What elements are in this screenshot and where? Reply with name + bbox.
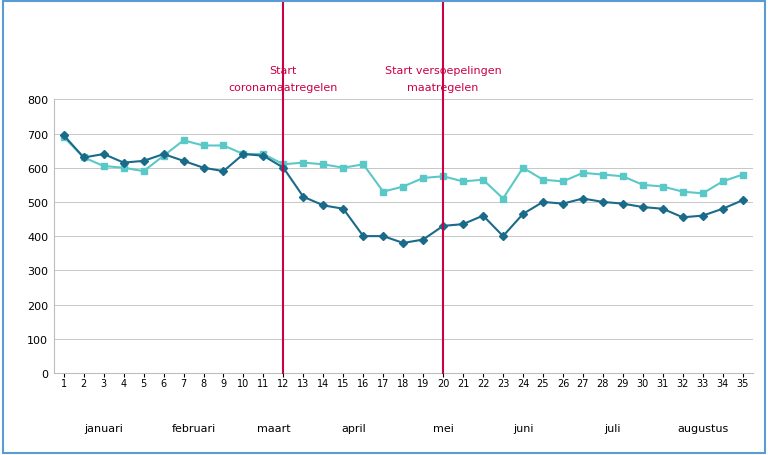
Antibiotica 2020 (per 100.000): [478, 213, 488, 219]
Antibiotica 2019 (per 100.000): [458, 179, 468, 185]
Antibiotica 2020 (per 100.000): [139, 159, 148, 164]
Antibiotica 2020 (per 100.000): [698, 213, 707, 219]
Antibiotica 2020 (per 100.000): [179, 159, 188, 164]
Antibiotica 2019 (per 100.000): [219, 143, 228, 149]
Antibiotica 2020 (per 100.000): [259, 154, 268, 159]
Text: augustus: augustus: [677, 423, 728, 433]
Line: Antibiotica 2020 (per 100.000): Antibiotica 2020 (per 100.000): [61, 133, 746, 246]
Antibiotica 2019 (per 100.000): [239, 152, 248, 157]
Antibiotica 2020 (per 100.000): [578, 196, 588, 202]
Antibiotica 2019 (per 100.000): [578, 171, 588, 176]
Text: april: april: [341, 423, 366, 433]
Antibiotica 2020 (per 100.000): [738, 198, 747, 203]
Antibiotica 2019 (per 100.000): [299, 161, 308, 166]
Antibiotica 2020 (per 100.000): [199, 166, 208, 171]
Antibiotica 2020 (per 100.000): [159, 152, 168, 157]
Antibiotica 2020 (per 100.000): [439, 224, 448, 229]
Antibiotica 2020 (per 100.000): [339, 207, 348, 212]
Antibiotica 2019 (per 100.000): [518, 166, 528, 171]
Antibiotica 2020 (per 100.000): [538, 200, 548, 205]
Line: Antibiotica 2019 (per 100.000): Antibiotica 2019 (per 100.000): [61, 135, 746, 202]
Antibiotica 2019 (per 100.000): [439, 174, 448, 180]
Antibiotica 2020 (per 100.000): [319, 203, 328, 208]
Antibiotica 2020 (per 100.000): [678, 215, 687, 221]
Antibiotica 2020 (per 100.000): [119, 161, 128, 166]
Text: maatregelen: maatregelen: [408, 83, 478, 93]
Antibiotica 2020 (per 100.000): [518, 212, 528, 217]
Antibiotica 2019 (per 100.000): [339, 166, 348, 171]
Antibiotica 2019 (per 100.000): [199, 143, 208, 149]
Antibiotica 2020 (per 100.000): [359, 234, 368, 239]
Text: coronamaatregelen: coronamaatregelen: [229, 83, 338, 93]
Antibiotica 2020 (per 100.000): [458, 222, 468, 228]
Antibiotica 2019 (per 100.000): [419, 176, 428, 181]
Antibiotica 2020 (per 100.000): [239, 152, 248, 157]
Antibiotica 2020 (per 100.000): [618, 202, 627, 207]
Antibiotica 2019 (per 100.000): [498, 196, 508, 202]
Antibiotica 2019 (per 100.000): [558, 179, 568, 185]
Antibiotica 2020 (per 100.000): [598, 200, 607, 205]
Antibiotica 2019 (per 100.000): [718, 179, 727, 185]
Antibiotica 2019 (per 100.000): [598, 172, 607, 178]
Antibiotica 2019 (per 100.000): [99, 164, 108, 169]
Text: januari: januari: [84, 423, 123, 433]
Antibiotica 2020 (per 100.000): [99, 152, 108, 157]
Antibiotica 2020 (per 100.000): [379, 234, 388, 239]
Antibiotica 2019 (per 100.000): [678, 189, 687, 195]
Antibiotica 2019 (per 100.000): [399, 184, 408, 190]
Antibiotica 2019 (per 100.000): [279, 162, 288, 168]
Antibiotica 2019 (per 100.000): [618, 174, 627, 180]
Antibiotica 2020 (per 100.000): [399, 241, 408, 246]
Antibiotica 2019 (per 100.000): [159, 154, 168, 159]
Antibiotica 2019 (per 100.000): [59, 135, 68, 140]
Antibiotica 2020 (per 100.000): [718, 207, 727, 212]
Antibiotica 2020 (per 100.000): [59, 133, 68, 139]
Text: Start versoepelingen: Start versoepelingen: [385, 66, 502, 76]
Antibiotica 2020 (per 100.000): [299, 195, 308, 200]
Antibiotica 2020 (per 100.000): [498, 234, 508, 239]
Antibiotica 2019 (per 100.000): [139, 169, 148, 175]
Antibiotica 2020 (per 100.000): [638, 205, 647, 210]
Antibiotica 2020 (per 100.000): [558, 202, 568, 207]
Antibiotica 2020 (per 100.000): [219, 169, 228, 175]
Text: Start: Start: [270, 66, 297, 76]
Antibiotica 2019 (per 100.000): [359, 162, 368, 168]
Antibiotica 2019 (per 100.000): [698, 191, 707, 197]
Antibiotica 2019 (per 100.000): [658, 184, 667, 190]
Antibiotica 2020 (per 100.000): [279, 166, 288, 171]
Antibiotica 2020 (per 100.000): [79, 156, 88, 161]
Antibiotica 2019 (per 100.000): [119, 166, 128, 171]
Antibiotica 2019 (per 100.000): [478, 177, 488, 183]
Antibiotica 2020 (per 100.000): [419, 238, 428, 243]
Antibiotica 2020 (per 100.000): [658, 207, 667, 212]
Text: juli: juli: [604, 423, 621, 433]
Antibiotica 2019 (per 100.000): [538, 177, 548, 183]
Text: juni: juni: [513, 423, 533, 433]
Antibiotica 2019 (per 100.000): [179, 138, 188, 144]
Antibiotica 2019 (per 100.000): [379, 189, 388, 195]
Antibiotica 2019 (per 100.000): [319, 162, 328, 168]
Text: maart: maart: [257, 423, 290, 433]
Antibiotica 2019 (per 100.000): [79, 156, 88, 161]
Antibiotica 2019 (per 100.000): [638, 182, 647, 188]
Text: februari: februari: [171, 423, 216, 433]
Antibiotica 2019 (per 100.000): [259, 152, 268, 157]
Antibiotica 2019 (per 100.000): [738, 172, 747, 178]
Text: mei: mei: [432, 423, 454, 433]
